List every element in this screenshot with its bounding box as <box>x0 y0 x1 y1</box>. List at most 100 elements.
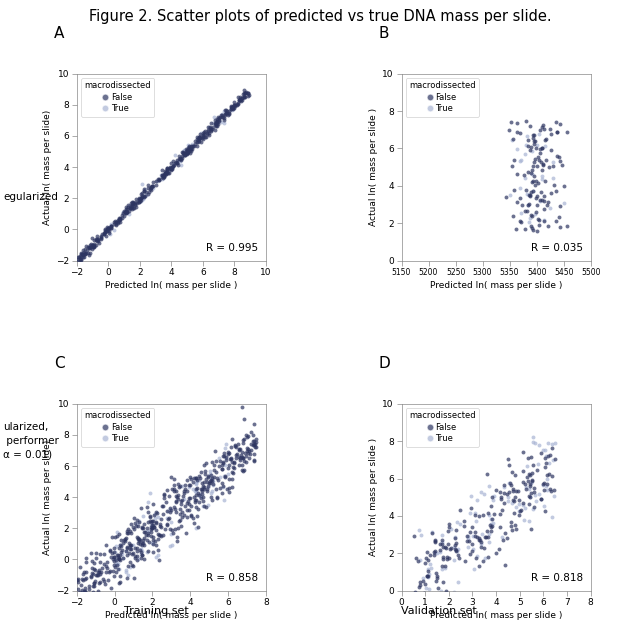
Point <box>436 534 447 544</box>
Point <box>198 481 208 491</box>
Point <box>89 581 99 591</box>
Point <box>143 498 153 508</box>
Point <box>211 456 221 466</box>
Point <box>205 472 216 482</box>
Point <box>499 488 509 498</box>
Point <box>113 554 124 564</box>
Point <box>540 453 550 463</box>
Point <box>220 454 230 464</box>
Point <box>437 538 447 548</box>
Point <box>123 571 133 581</box>
Point <box>149 522 159 532</box>
Point <box>108 554 118 564</box>
Point <box>153 544 163 554</box>
Point <box>86 244 97 254</box>
Point <box>455 506 465 516</box>
Point <box>129 513 139 523</box>
Point <box>235 453 245 463</box>
Point <box>532 191 542 201</box>
Point <box>166 517 176 527</box>
Point <box>502 532 512 542</box>
Point <box>198 130 208 140</box>
Point <box>111 217 121 227</box>
Point <box>524 199 534 209</box>
Point <box>186 146 196 156</box>
Point <box>166 164 176 174</box>
Point <box>134 194 144 204</box>
Point <box>523 200 533 210</box>
Point <box>526 478 536 488</box>
Point <box>203 471 213 481</box>
Point <box>182 496 193 506</box>
Point <box>84 242 94 252</box>
Point <box>241 87 251 97</box>
Point <box>109 571 119 581</box>
Point <box>212 121 222 131</box>
Point <box>248 430 258 440</box>
Point <box>101 557 111 567</box>
Point <box>170 158 180 168</box>
Point <box>99 229 109 239</box>
Point <box>419 588 429 598</box>
Point <box>523 476 533 486</box>
Point <box>484 510 494 520</box>
Point <box>75 592 85 602</box>
Point <box>243 431 253 441</box>
Point <box>87 556 97 566</box>
Point <box>104 222 114 232</box>
Point <box>196 127 207 138</box>
Point <box>109 552 119 562</box>
Point <box>196 478 207 488</box>
Point <box>504 478 514 488</box>
Point <box>223 487 234 497</box>
Point <box>150 536 160 546</box>
Point <box>197 133 207 143</box>
Point <box>121 566 131 576</box>
Point <box>437 561 447 571</box>
Point <box>190 497 200 507</box>
Point <box>76 249 86 259</box>
Point <box>209 112 219 122</box>
Point <box>207 473 217 483</box>
Point <box>156 531 166 541</box>
Point <box>242 432 252 442</box>
Point <box>93 566 104 576</box>
Point <box>122 528 132 538</box>
Point <box>134 198 144 208</box>
Point <box>107 548 117 558</box>
Point <box>76 248 86 258</box>
Point <box>147 517 157 527</box>
Point <box>139 192 149 202</box>
Point <box>535 144 545 154</box>
Point <box>212 116 222 126</box>
Point <box>171 497 181 507</box>
Point <box>468 564 479 574</box>
Point <box>161 166 171 176</box>
Point <box>530 180 540 190</box>
Point <box>511 224 521 234</box>
Point <box>191 490 201 500</box>
Point <box>186 141 196 151</box>
Point <box>106 552 116 562</box>
Point <box>238 454 248 464</box>
Point <box>185 148 195 158</box>
Point <box>119 211 129 221</box>
Point <box>124 548 134 558</box>
Point <box>232 449 243 459</box>
Point <box>205 488 216 498</box>
Point <box>88 241 98 251</box>
Point <box>199 477 209 487</box>
Point <box>225 104 236 114</box>
Point <box>114 543 124 553</box>
Point <box>80 574 90 584</box>
Point <box>522 167 532 177</box>
Point <box>137 192 147 202</box>
Point <box>131 515 141 525</box>
Point <box>211 484 221 494</box>
Point <box>134 517 144 527</box>
Point <box>134 194 145 204</box>
Point <box>73 259 83 269</box>
Point <box>512 197 522 207</box>
Point <box>74 252 84 262</box>
Point <box>127 199 138 209</box>
